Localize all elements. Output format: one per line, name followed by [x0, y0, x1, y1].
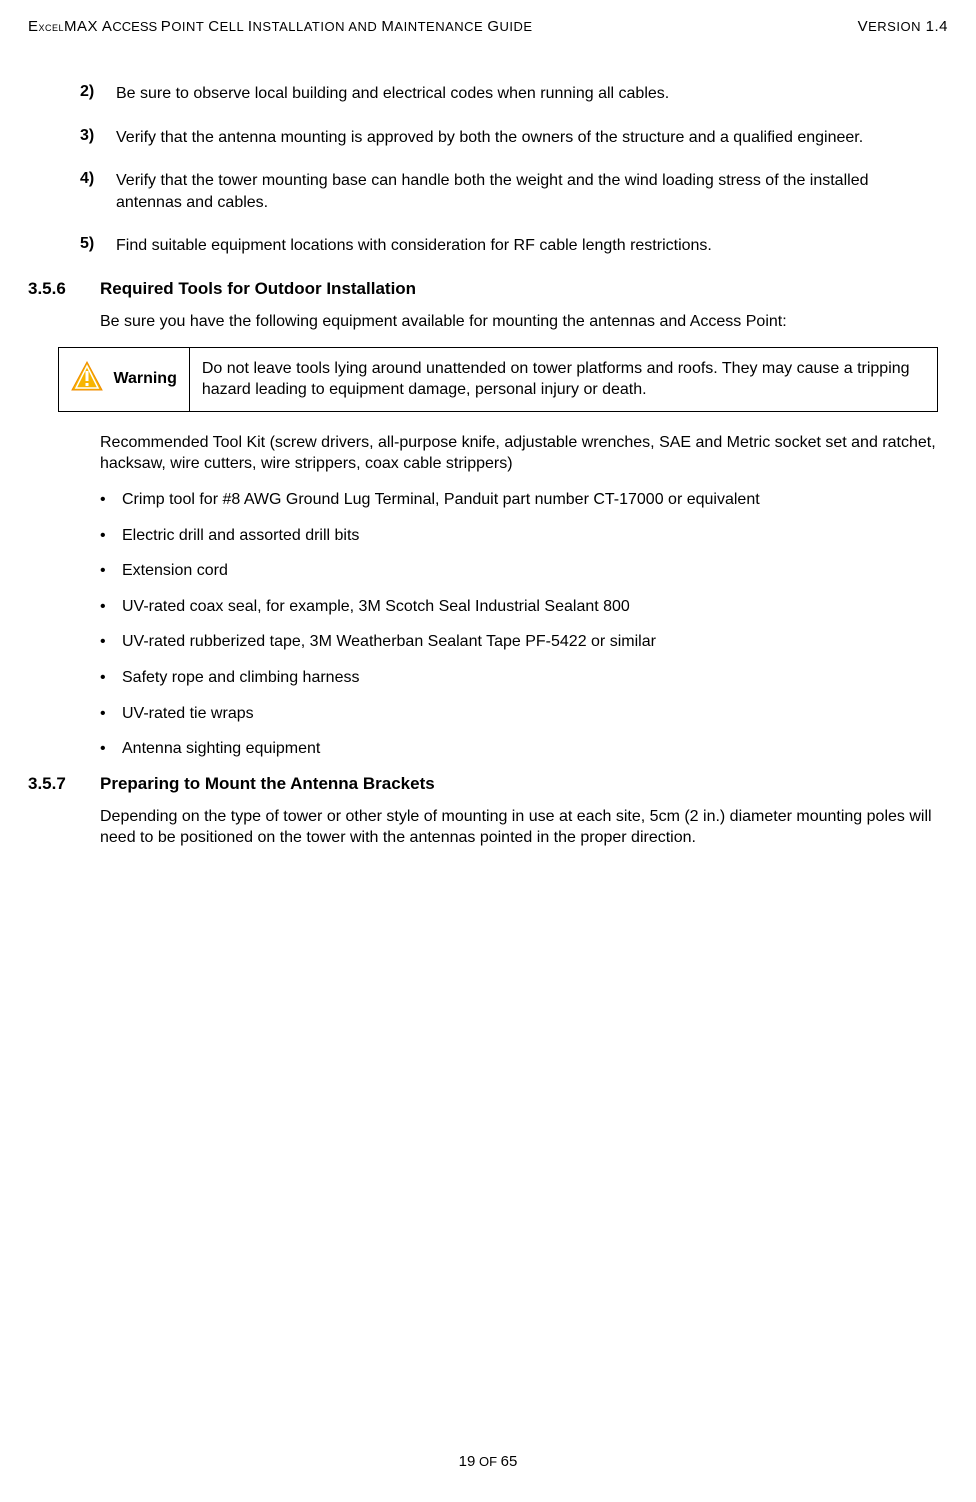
toolkit-intro: Recommended Tool Kit (screw drivers, all… — [28, 432, 948, 475]
step-item: 2) Be sure to observe local building and… — [28, 83, 948, 105]
warning-text: Do not leave tools lying around unattend… — [189, 347, 937, 411]
list-item: •UV-rated tie wraps — [100, 703, 938, 725]
section-body: Depending on the type of tower or other … — [28, 806, 948, 849]
step-item: 3) Verify that the antenna mounting is a… — [28, 127, 948, 149]
bullet-text: Crimp tool for #8 AWG Ground Lug Termina… — [122, 489, 760, 511]
warning-label: Warning — [113, 368, 176, 390]
bullet-dot: • — [100, 596, 122, 618]
header-title: ExcelMAX ACCESS POINT CELL INSTALLATION … — [28, 18, 533, 35]
section-heading-357: 3.5.7 Preparing to Mount the Antenna Bra… — [28, 774, 948, 794]
list-item: •Extension cord — [100, 560, 938, 582]
warning-box: Warning Do not leave tools lying around … — [58, 347, 938, 412]
bullet-text: Safety rope and climbing harness — [122, 667, 359, 689]
bullet-dot: • — [100, 667, 122, 689]
bullet-dot: • — [100, 738, 122, 760]
warning-icon — [71, 361, 103, 398]
bullet-dot: • — [100, 703, 122, 725]
bullet-dot: • — [100, 560, 122, 582]
list-item: •Safety rope and climbing harness — [100, 667, 938, 689]
list-item: •Electric drill and assorted drill bits — [100, 525, 938, 547]
list-item: •UV-rated coax seal, for example, 3M Sco… — [100, 596, 938, 618]
bullet-dot: • — [100, 525, 122, 547]
section-title: Required Tools for Outdoor Installation — [100, 279, 416, 299]
list-item: •Crimp tool for #8 AWG Ground Lug Termin… — [100, 489, 938, 511]
step-text: Verify that the tower mounting base can … — [116, 170, 938, 213]
page-content: 2) Be sure to observe local building and… — [0, 83, 948, 849]
section-intro: Be sure you have the following equipment… — [28, 311, 948, 333]
section-heading-356: 3.5.6 Required Tools for Outdoor Install… — [28, 279, 948, 299]
step-number: 5) — [80, 235, 116, 257]
step-text: Verify that the antenna mounting is appr… — [116, 127, 863, 149]
bullet-text: UV-rated coax seal, for example, 3M Scot… — [122, 596, 630, 618]
section-number: 3.5.7 — [28, 774, 100, 794]
bullet-text: Antenna sighting equipment — [122, 738, 320, 760]
list-item: •UV-rated rubberized tape, 3M Weatherban… — [100, 631, 938, 653]
step-text: Be sure to observe local building and el… — [116, 83, 669, 105]
page-header: ExcelMAX ACCESS POINT CELL INSTALLATION … — [0, 18, 948, 35]
header-version: VERSION 1.4 — [858, 18, 948, 35]
bullet-text: UV-rated rubberized tape, 3M Weatherban … — [122, 631, 656, 653]
bullet-list: •Crimp tool for #8 AWG Ground Lug Termin… — [28, 489, 948, 760]
step-number: 4) — [80, 170, 116, 213]
page-footer: 19 OF 65 — [0, 1453, 976, 1470]
section-number: 3.5.6 — [28, 279, 100, 299]
section-title: Preparing to Mount the Antenna Brackets — [100, 774, 435, 794]
step-item: 4) Verify that the tower mounting base c… — [28, 170, 948, 213]
step-item: 5) Find suitable equipment locations wit… — [28, 235, 948, 257]
page-total: 65 — [501, 1453, 518, 1470]
bullet-dot: • — [100, 631, 122, 653]
bullet-text: Electric drill and assorted drill bits — [122, 525, 359, 547]
warning-label-cell: Warning — [59, 347, 190, 411]
bullet-text: UV-rated tie wraps — [122, 703, 254, 725]
step-text: Find suitable equipment locations with c… — [116, 235, 712, 257]
page-number: 19 — [459, 1453, 476, 1470]
bullet-dot: • — [100, 489, 122, 511]
list-item: •Antenna sighting equipment — [100, 738, 938, 760]
step-number: 3) — [80, 127, 116, 149]
step-number: 2) — [80, 83, 116, 105]
bullet-text: Extension cord — [122, 560, 228, 582]
